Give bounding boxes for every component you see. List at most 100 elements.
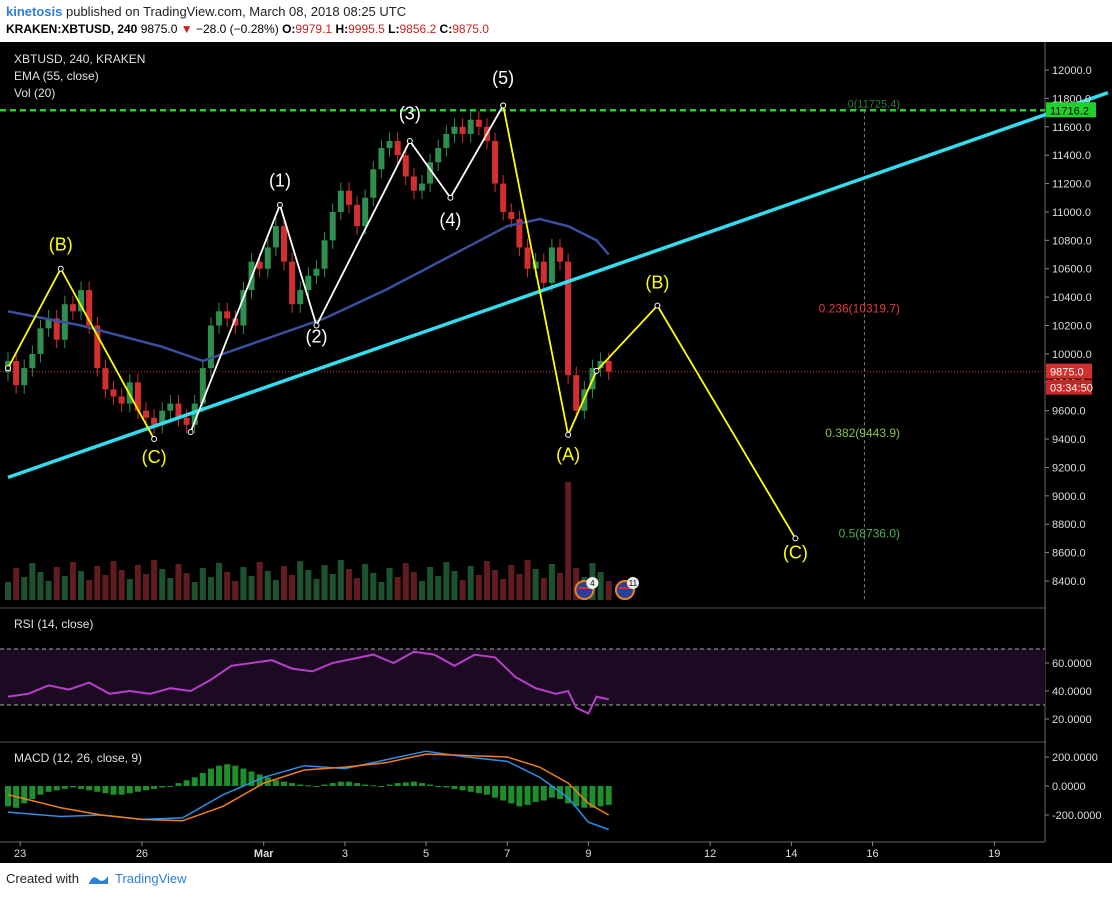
- tradingview-link[interactable]: TradingView: [87, 871, 187, 886]
- candle-body: [175, 403, 182, 418]
- macd-histogram-bar: [402, 782, 409, 786]
- macd-histogram-bar: [362, 784, 369, 786]
- wave-pivot: [151, 436, 158, 443]
- macd-histogram-bar: [21, 786, 28, 804]
- volume-bar: [281, 566, 287, 600]
- macd-histogram-bar: [248, 771, 255, 786]
- price-tick-label: 12000.0: [1052, 65, 1092, 77]
- wave-label: (B): [49, 234, 73, 254]
- time-tick-label: 26: [136, 848, 148, 860]
- macd-histogram-bar: [240, 768, 247, 786]
- volume-bar: [118, 570, 125, 600]
- time-tick-label: 16: [866, 848, 878, 860]
- wave-label: (A): [556, 444, 580, 464]
- volume-bar: [305, 570, 312, 600]
- volume-bar: [45, 581, 52, 600]
- volume-bar: [69, 562, 76, 600]
- volume-bar: [459, 580, 466, 600]
- wave-pivot: [447, 194, 454, 201]
- candle-body: [321, 240, 328, 269]
- volume-bar: [29, 563, 36, 600]
- candle-body: [337, 190, 344, 212]
- author-name[interactable]: kinetosis: [6, 4, 63, 19]
- wave-label: (4): [439, 210, 461, 230]
- price-tick-label: 9200.0: [1052, 462, 1086, 474]
- open-label: O:: [282, 22, 296, 36]
- price-pane[interactable]: 0(11725.4) 0.236(10319.7) 0.382(9443.9) 0.5…: [0, 68, 1109, 600]
- macd-histogram-bar: [386, 784, 393, 786]
- macd-pane[interactable]: [5, 750, 612, 831]
- volume-bar: [199, 568, 206, 600]
- volume-bar: [248, 576, 255, 600]
- volume-bar: [500, 579, 507, 600]
- macd-histogram-bar: [175, 783, 182, 786]
- volume-bar: [5, 582, 11, 600]
- macd-histogram-bar: [305, 785, 312, 787]
- volume-bar: [183, 573, 190, 600]
- candle-body: [240, 290, 247, 326]
- macd-histogram-bar: [313, 786, 320, 787]
- tradingview-brand: TradingView: [114, 871, 187, 886]
- candle-body: [78, 290, 85, 312]
- macd-histogram-bar: [321, 784, 328, 786]
- resistance-price-tag: [1046, 102, 1096, 118]
- macd-histogram-bar: [289, 783, 296, 786]
- price-tick-label: 11200.0: [1052, 179, 1091, 191]
- rsi-pane[interactable]: [0, 648, 1045, 715]
- macd-histogram-bar: [53, 786, 60, 791]
- candle-body: [419, 183, 425, 191]
- candle-body: [297, 290, 304, 305]
- volume-bar: [524, 560, 531, 600]
- macd-histogram-bar: [281, 781, 287, 786]
- macd-histogram-bar: [492, 786, 499, 798]
- chart-svg[interactable]: 0(11725.4) 0.236(10319.7) 0.382(9443.9) 0.5…: [0, 42, 1112, 863]
- candle-body: [557, 247, 563, 262]
- wave-pivot: [313, 322, 320, 329]
- volume-bar: [232, 581, 239, 600]
- candle-body: [451, 126, 458, 134]
- volume-bar: [345, 569, 352, 600]
- main-legend-symbol: XBTUSD, 240, KRAKEN: [14, 52, 145, 66]
- grid-lines: [0, 42, 1046, 843]
- chart-area[interactable]: 0(11725.4) 0.236(10319.7) 0.382(9443.9) 0.5…: [0, 42, 1112, 863]
- impulse-wave-line: [189, 105, 504, 433]
- resistance-fib-label: 0(11725.4): [848, 98, 900, 110]
- candle-body: [475, 119, 482, 127]
- candle-body: [151, 417, 158, 425]
- event-flag-badge: [626, 577, 639, 589]
- macd-histogram-bar: [272, 780, 279, 786]
- volume-bar: [386, 568, 393, 600]
- macd-histogram-bar: [516, 786, 523, 807]
- volume-bar: [126, 579, 133, 600]
- macd-histogram-bar: [524, 786, 531, 805]
- volume-bar: [337, 560, 344, 600]
- candle-body: [386, 140, 393, 149]
- macd-histogram-bar: [467, 786, 474, 792]
- candle-body: [605, 360, 612, 372]
- price-tick-label: 8800.0: [1052, 519, 1086, 531]
- signal-line: [7, 753, 610, 822]
- macd-histogram-bar: [183, 780, 190, 786]
- volume-bar: [134, 565, 141, 600]
- footer: Created with TradingView: [6, 871, 187, 886]
- macd-histogram-bar: [378, 786, 385, 787]
- volume-bar: [410, 572, 417, 600]
- wave-label: (C): [142, 447, 167, 467]
- macd-tick-label: -200.0000: [1052, 810, 1102, 822]
- price-tick-label: 10800.0: [1052, 235, 1092, 247]
- volume-bar: [419, 581, 425, 600]
- rsi-tick-label: 60.0000: [1052, 658, 1092, 670]
- candle-body: [410, 176, 417, 191]
- time-tick-label: 12: [704, 848, 716, 860]
- price-tick-label: 10400.0: [1052, 292, 1092, 304]
- candle-body: [305, 275, 312, 291]
- volume-bar: [394, 577, 401, 600]
- symbol-ohlc-line: KRAKEN:XBTUSD, 240 9875.0 ▼ −28.0 (−0.28…: [6, 22, 489, 36]
- volume-bar: [565, 482, 572, 600]
- volume-bar: [37, 572, 44, 600]
- price-tick-label: 11000.0: [1052, 207, 1091, 219]
- candle-body: [167, 403, 174, 411]
- candle-body: [13, 360, 20, 386]
- wave-pivot: [5, 365, 11, 372]
- event-flag-count: 11: [629, 579, 638, 588]
